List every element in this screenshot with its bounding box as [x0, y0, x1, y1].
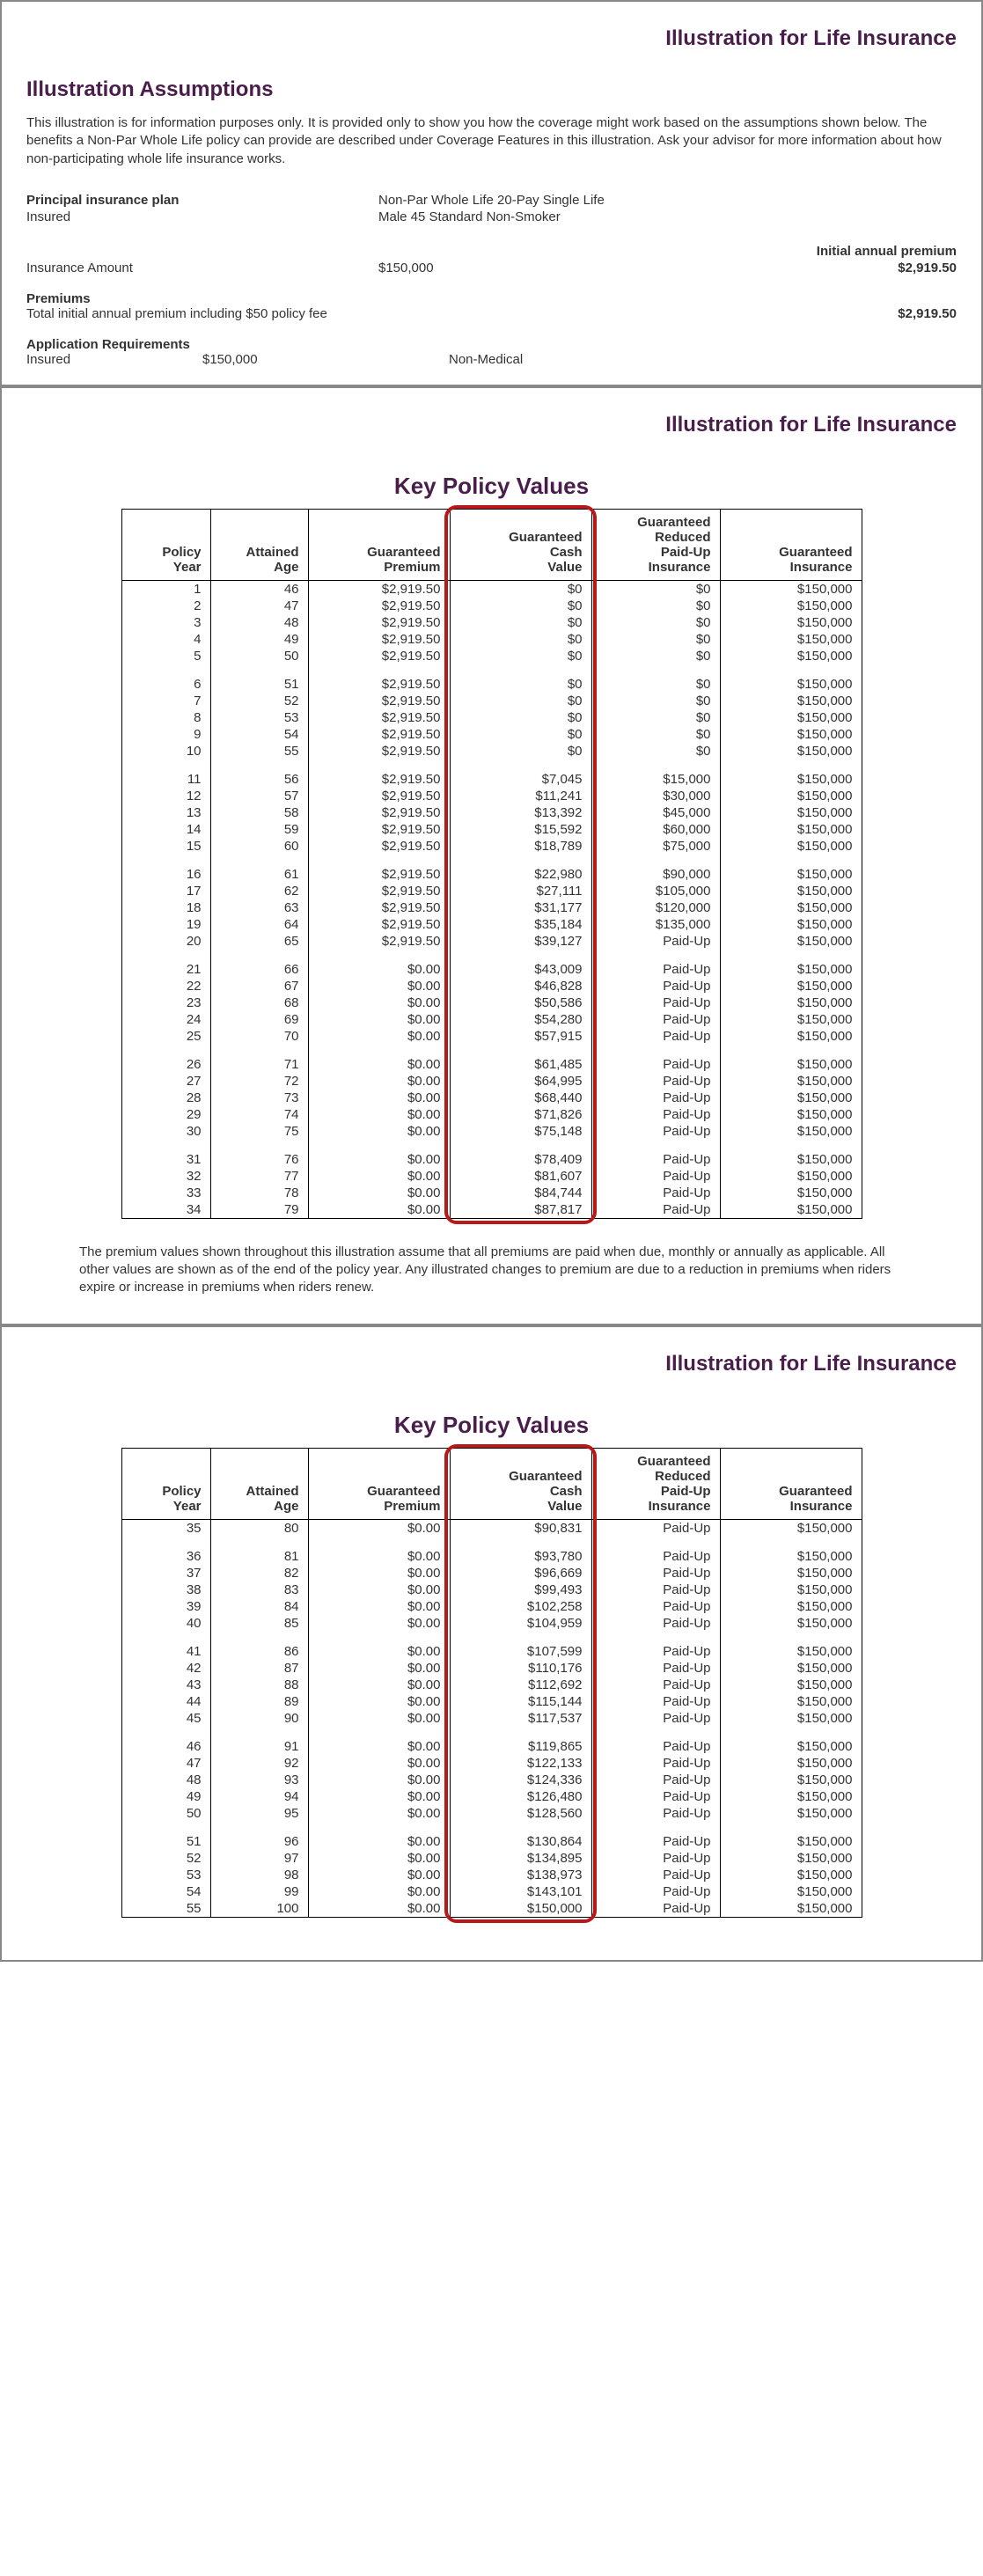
table-row: 2570$0.00$57,915Paid-Up$150,000 [121, 1028, 862, 1045]
assumptions-intro: This illustration is for information pur… [26, 114, 957, 168]
table-row: 3782$0.00$96,669Paid-Up$150,000 [121, 1565, 862, 1582]
table-row: 5297$0.00$134,895Paid-Up$150,000 [121, 1850, 862, 1867]
table-row: 4085$0.00$104,959Paid-Up$150,000 [121, 1615, 862, 1632]
doc-title-3: Illustration for Life Insurance [26, 1352, 957, 1376]
initial-premium-label: Initial annual premium [728, 244, 957, 259]
doc-title-2: Illustration for Life Insurance [26, 413, 957, 437]
page-kpv-2: Illustration for Life Insurance Key Poli… [0, 1325, 983, 1962]
col-header-age: AttainedAge [210, 1448, 308, 1519]
premiums-heading: Premiums [26, 291, 957, 306]
table-row: 1560$2,919.50$18,789$75,000$150,000 [121, 838, 862, 855]
table-row: 2974$0.00$71,826Paid-Up$150,000 [121, 1106, 862, 1123]
kpv-table-2: PolicyYearAttainedAgeGuaranteedPremiumGu… [121, 1448, 862, 1918]
page-assumptions: Illustration for Life Insurance Illustra… [0, 0, 983, 386]
appreq-type: Non-Medical [449, 352, 957, 367]
table-row: 1257$2,919.50$11,241$30,000$150,000 [121, 788, 862, 804]
kpv-title-2: Key Policy Values [26, 1412, 957, 1439]
table-row: 4186$0.00$107,599Paid-Up$150,000 [121, 1632, 862, 1660]
col-header-year: PolicyYear [121, 1448, 210, 1519]
appreq-insured: Insured [26, 352, 202, 367]
table-row: 5499$0.00$143,101Paid-Up$150,000 [121, 1883, 862, 1900]
table-row: 146$2,919.50$0$0$150,000 [121, 580, 862, 598]
table-row: 5398$0.00$138,973Paid-Up$150,000 [121, 1867, 862, 1883]
appreq-heading: Application Requirements [26, 337, 957, 352]
plan-label: Principal insurance plan [26, 193, 378, 208]
insured-label: Insured [26, 209, 378, 224]
table-row: 4994$0.00$126,480Paid-Up$150,000 [121, 1788, 862, 1805]
col-header-paidup: GuaranteedReducedPaid-UpInsurance [591, 509, 720, 580]
table-row: 55100$0.00$150,000Paid-Up$150,000 [121, 1900, 862, 1918]
insurance-amount-value: $150,000 [378, 261, 554, 275]
table-row: 853$2,919.50$0$0$150,000 [121, 709, 862, 726]
kpv-table2-wrap: PolicyYearAttainedAgeGuaranteedPremiumGu… [26, 1448, 957, 1918]
insured-value: Male 45 Standard Non-Smoker [378, 209, 957, 224]
initial-premium-value: $2,919.50 [554, 261, 957, 275]
table-row: 5196$0.00$130,864Paid-Up$150,000 [121, 1822, 862, 1850]
col-header-cash: GuaranteedCashValue [450, 1448, 591, 1519]
plan-value: Non-Par Whole Life 20-Pay Single Life [378, 193, 957, 208]
table-row: 1459$2,919.50$15,592$60,000$150,000 [121, 821, 862, 838]
doc-title: Illustration for Life Insurance [26, 26, 957, 51]
table-row: 4691$0.00$119,865Paid-Up$150,000 [121, 1727, 862, 1755]
table-row: 348$2,919.50$0$0$150,000 [121, 614, 862, 631]
premiums-value: $2,919.50 [492, 306, 957, 321]
table-row: 550$2,919.50$0$0$150,000 [121, 648, 862, 664]
kpv-table1-wrap: PolicyYearAttainedAgeGuaranteedPremiumGu… [26, 509, 957, 1219]
assumptions-heading: Illustration Assumptions [26, 77, 957, 102]
table-row: 2469$0.00$54,280Paid-Up$150,000 [121, 1011, 862, 1028]
col-header-age: AttainedAge [210, 509, 308, 580]
table-row: 3176$0.00$78,409Paid-Up$150,000 [121, 1140, 862, 1168]
table-row: 4489$0.00$115,144Paid-Up$150,000 [121, 1693, 862, 1710]
col-header-paidup: GuaranteedReducedPaid-UpInsurance [591, 1448, 720, 1519]
table-row: 2368$0.00$50,586Paid-Up$150,000 [121, 994, 862, 1011]
kpv-title-1: Key Policy Values [26, 473, 957, 500]
table-row: 4792$0.00$122,133Paid-Up$150,000 [121, 1755, 862, 1772]
table-row: 4388$0.00$112,692Paid-Up$150,000 [121, 1677, 862, 1693]
col-header-insurance: GuaranteedInsurance [720, 509, 862, 580]
table-row: 3681$0.00$93,780Paid-Up$150,000 [121, 1537, 862, 1565]
table-row: 1964$2,919.50$35,184$135,000$150,000 [121, 916, 862, 933]
table-row: 2873$0.00$68,440Paid-Up$150,000 [121, 1090, 862, 1106]
table-row: 2065$2,919.50$39,127Paid-Up$150,000 [121, 933, 862, 950]
table-row: 247$2,919.50$0$0$150,000 [121, 598, 862, 614]
table-row: 3277$0.00$81,607Paid-Up$150,000 [121, 1168, 862, 1185]
table-row: 449$2,919.50$0$0$150,000 [121, 631, 862, 648]
table-row: 3984$0.00$102,258Paid-Up$150,000 [121, 1598, 862, 1615]
table-row: 1358$2,919.50$13,392$45,000$150,000 [121, 804, 862, 821]
col-header-premium: GuaranteedPremium [308, 1448, 450, 1519]
col-header-year: PolicyYear [121, 509, 210, 580]
table-row: 3580$0.00$90,831Paid-Up$150,000 [121, 1519, 862, 1537]
appreq-amount: $150,000 [202, 352, 449, 367]
table-row: 1661$2,919.50$22,980$90,000$150,000 [121, 855, 862, 883]
table-row: 1863$2,919.50$31,177$120,000$150,000 [121, 899, 862, 916]
page-kpv-1: Illustration for Life Insurance Key Poli… [0, 386, 983, 1325]
table-row: 2166$0.00$43,009Paid-Up$150,000 [121, 950, 862, 978]
table-row: 3378$0.00$84,744Paid-Up$150,000 [121, 1185, 862, 1201]
table-row: 1156$2,919.50$7,045$15,000$150,000 [121, 760, 862, 788]
table-row: 1055$2,919.50$0$0$150,000 [121, 743, 862, 760]
table-row: 651$2,919.50$0$0$150,000 [121, 664, 862, 693]
table-row: 2267$0.00$46,828Paid-Up$150,000 [121, 978, 862, 994]
table-row: 4893$0.00$124,336Paid-Up$150,000 [121, 1772, 862, 1788]
table-row: 2772$0.00$64,995Paid-Up$150,000 [121, 1073, 862, 1090]
col-header-insurance: GuaranteedInsurance [720, 1448, 862, 1519]
table-row: 752$2,919.50$0$0$150,000 [121, 693, 862, 709]
table-row: 3075$0.00$75,148Paid-Up$150,000 [121, 1123, 862, 1140]
table-row: 954$2,919.50$0$0$150,000 [121, 726, 862, 743]
table-row: 3479$0.00$87,817Paid-Up$150,000 [121, 1201, 862, 1219]
col-header-cash: GuaranteedCashValue [450, 509, 591, 580]
table-row: 5095$0.00$128,560Paid-Up$150,000 [121, 1805, 862, 1822]
table-row: 3883$0.00$99,493Paid-Up$150,000 [121, 1582, 862, 1598]
kpv-table-1: PolicyYearAttainedAgeGuaranteedPremiumGu… [121, 509, 862, 1219]
premiums-line: Total initial annual premium including $… [26, 306, 492, 321]
footnote-1: The premium values shown throughout this… [79, 1244, 904, 1297]
table-row: 1762$2,919.50$27,111$105,000$150,000 [121, 883, 862, 899]
insurance-amount-label: Insurance Amount [26, 261, 378, 275]
table-row: 2671$0.00$61,485Paid-Up$150,000 [121, 1045, 862, 1073]
table-row: 4590$0.00$117,537Paid-Up$150,000 [121, 1710, 862, 1727]
table-row: 4287$0.00$110,176Paid-Up$150,000 [121, 1660, 862, 1677]
col-header-premium: GuaranteedPremium [308, 509, 450, 580]
